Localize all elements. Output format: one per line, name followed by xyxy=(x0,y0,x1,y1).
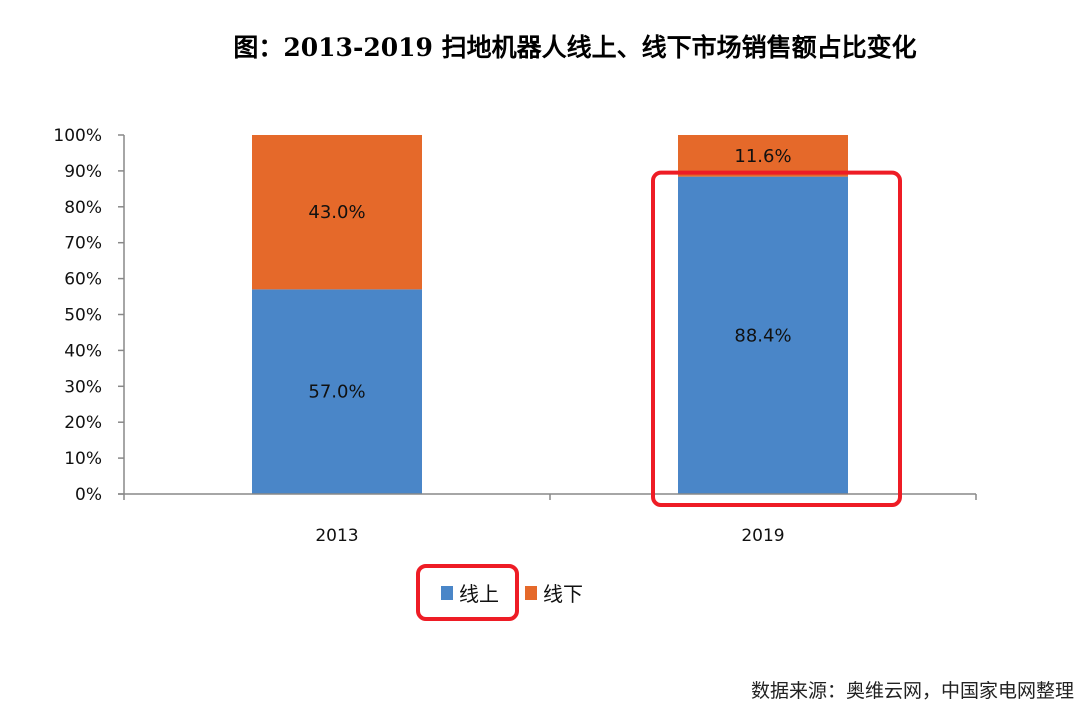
highlight-box-2019 xyxy=(651,170,902,507)
bar-2013-线上 xyxy=(252,289,422,494)
highlight-box-legend xyxy=(416,564,519,621)
y-tick-label: 0% xyxy=(75,485,102,505)
data-label: 57.0% xyxy=(308,382,365,403)
y-tick-label: 30% xyxy=(64,377,102,397)
y-tick-label: 40% xyxy=(64,341,102,361)
y-tick-label: 70% xyxy=(64,234,102,254)
y-tick-label: 100% xyxy=(53,126,102,146)
data-label: 43.0% xyxy=(308,202,365,223)
y-tick-label: 80% xyxy=(64,198,102,218)
data-label: 11.6% xyxy=(734,146,791,167)
y-tick-label: 50% xyxy=(64,306,102,326)
chart-title: 图：2013-2019 扫地机器人线上、线下市场销售额占比变化 xyxy=(233,33,917,62)
source-note: 数据来源：奥维云网，中国家电网整理 xyxy=(750,680,1074,702)
bar-2019-线上 xyxy=(678,176,848,495)
bar-2019-线下 xyxy=(678,135,848,177)
y-tick-label: 90% xyxy=(64,162,102,182)
legend-label: 线上 xyxy=(459,582,499,606)
y-tick-label: 10% xyxy=(64,449,102,469)
y-tick-label: 20% xyxy=(64,413,102,433)
legend-label: 线下 xyxy=(543,582,583,606)
legend-swatch-线下 xyxy=(525,586,537,600)
data-label: 88.4% xyxy=(734,325,791,346)
x-tick-label: 2019 xyxy=(741,526,784,546)
legend-swatch-线上 xyxy=(441,586,453,600)
bar-2013-线下 xyxy=(252,135,422,290)
y-tick-label: 60% xyxy=(64,270,102,290)
x-tick-label: 2013 xyxy=(315,526,358,546)
